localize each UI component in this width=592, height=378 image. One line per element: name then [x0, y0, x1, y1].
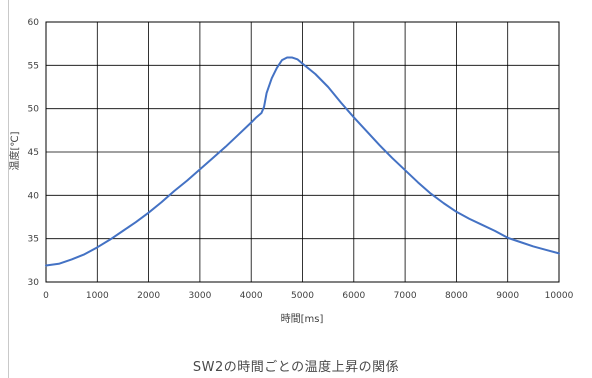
x-tick-label: 10000	[545, 291, 574, 301]
x-tick-label: 2000	[137, 291, 160, 301]
x-tick-labels: 0 1000 2000 3000 4000 5000 6000 7000 8000 9000 100…	[43, 291, 573, 301]
x-tick-label: 9000	[496, 291, 519, 301]
x-tick-label: 3000	[188, 291, 211, 301]
x-tick-label: 6000	[342, 291, 365, 301]
y-tick-label: 50	[28, 105, 40, 115]
temperature-line-chart: 0 1000 2000 3000 4000 5000 6000 7000 8000 9000 100…	[8, 18, 574, 325]
x-tick-label: 7000	[394, 291, 417, 301]
grid-lines	[45, 21, 560, 283]
x-tick-label: 1000	[86, 291, 109, 301]
series-layer	[45, 56, 560, 267]
plot-border	[45, 21, 560, 283]
y-axis-title: 温度[℃]	[8, 131, 21, 170]
y-tick-labels: 30 35 40 45 50 55 60	[28, 18, 40, 288]
plot-frame	[45, 21, 560, 283]
series-line-temperature	[45, 56, 560, 267]
x-tick-label: 8000	[445, 291, 468, 301]
x-tick-label: 5000	[291, 291, 314, 301]
y-tick-label: 55	[28, 61, 39, 71]
x-tick-label: 0	[43, 291, 49, 301]
y-tick-label: 35	[28, 235, 39, 245]
left-border-line	[8, 0, 9, 378]
y-tick-label: 60	[28, 18, 40, 28]
x-tick-label: 4000	[240, 291, 263, 301]
y-tick-label: 30	[28, 278, 40, 288]
y-tick-label: 45	[28, 148, 39, 158]
y-tick-label: 40	[28, 191, 40, 201]
figure-caption: SW2の時間ごとの温度上昇の関係	[192, 360, 400, 375]
x-axis-title: 時間[ms]	[281, 313, 324, 325]
